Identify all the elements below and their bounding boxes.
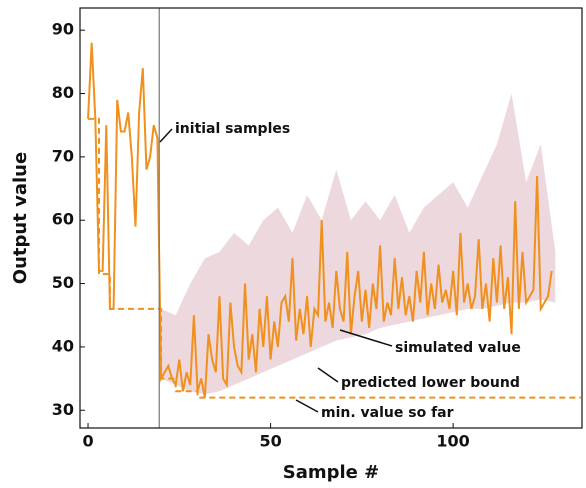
y-tick-label: 80 xyxy=(52,83,74,102)
x-tick-label: 0 xyxy=(82,432,93,451)
annotation: min. value so far xyxy=(321,405,454,421)
annotation-pointer xyxy=(339,329,393,347)
annotation-pointer xyxy=(159,128,173,143)
line xyxy=(87,42,553,398)
y-tick-label: 90 xyxy=(52,20,74,39)
y-tick-label: 30 xyxy=(52,400,74,419)
y-tick-label: 70 xyxy=(52,146,74,165)
y-tick-label: 60 xyxy=(52,210,74,229)
annotation-pointer xyxy=(317,367,339,383)
y-axis-label: Output value xyxy=(10,152,31,284)
annotation-pointer xyxy=(295,399,319,413)
x-tick-label: 50 xyxy=(259,432,281,451)
annotation: predicted lower bound xyxy=(341,375,520,391)
annotation: simulated value xyxy=(395,340,521,356)
annotation: initial samples xyxy=(175,121,290,137)
plot-frame xyxy=(79,7,583,429)
x-axis-label: Sample # xyxy=(283,462,379,483)
y-tick-label: 40 xyxy=(52,336,74,355)
y-tick-label: 50 xyxy=(52,273,74,292)
x-tick-label: 100 xyxy=(436,432,469,451)
